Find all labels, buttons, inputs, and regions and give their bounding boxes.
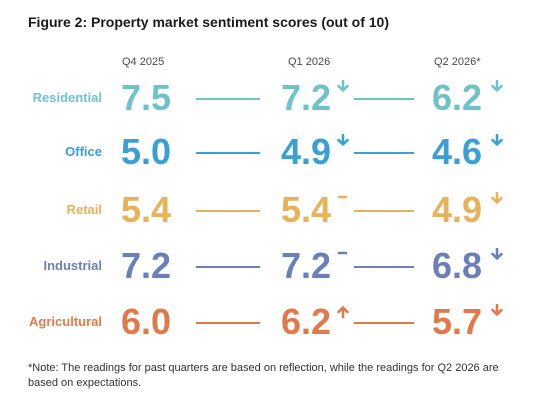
- value-retail-2: 4.9: [432, 189, 483, 230]
- connector-line: [196, 266, 260, 268]
- arrow-down-icon: [490, 247, 504, 262]
- connector-line: [354, 98, 414, 100]
- dash-icon: [336, 248, 350, 262]
- value-retail-1: 5.4: [281, 189, 332, 230]
- arrow-up-icon: [336, 304, 350, 319]
- connector-line: [354, 152, 414, 154]
- arrow-down-icon: [490, 79, 504, 94]
- value-residential-1: 7.2: [281, 77, 332, 118]
- connector-line: [196, 152, 260, 154]
- arrow-down-icon: [490, 303, 504, 318]
- dash-icon: [336, 192, 350, 206]
- row-industrial: Industrial 7.2 7.2 6.8: [0, 244, 536, 294]
- value-industrial-2: 6.8: [432, 245, 483, 286]
- row-office: Office 5.0 4.9 4.6: [0, 130, 536, 180]
- arrow-down-icon: [336, 79, 350, 94]
- connector-line: [196, 98, 260, 100]
- connector-line: [196, 210, 260, 212]
- row-label-agricultural: Agricultural: [29, 314, 102, 329]
- row-retail: Retail 5.4 5.4 4.9: [0, 188, 536, 238]
- column-header-q4-2025: Q4 2025: [122, 56, 165, 68]
- value-agricultural-1: 6.2: [281, 301, 332, 342]
- value-industrial-1: 7.2: [281, 245, 332, 286]
- value-agricultural-0: 6.0: [121, 301, 172, 342]
- row-label-retail: Retail: [66, 202, 102, 217]
- connector-line: [354, 266, 414, 268]
- arrow-down-icon: [490, 133, 504, 148]
- row-label-residential: Residential: [32, 90, 102, 105]
- column-header-q1-2026: Q1 2026: [288, 56, 331, 68]
- row-label-industrial: Industrial: [43, 258, 102, 273]
- chart-title: Figure 2: Property market sentiment scor…: [28, 14, 389, 30]
- value-agricultural-2: 5.7: [432, 301, 483, 342]
- connector-line: [354, 210, 414, 212]
- value-office-2: 4.6: [432, 131, 483, 172]
- value-industrial-0: 7.2: [121, 245, 172, 286]
- value-residential-0: 7.5: [121, 77, 172, 118]
- footnote: *Note: The readings for past quarters ar…: [28, 362, 499, 389]
- column-header-q2-2026: Q2 2026*: [434, 56, 481, 68]
- value-office-0: 5.0: [121, 131, 172, 172]
- arrow-down-icon: [490, 191, 504, 206]
- value-office-1: 4.9: [281, 131, 332, 172]
- value-retail-0: 5.4: [121, 189, 172, 230]
- arrow-down-icon: [336, 133, 350, 148]
- row-label-office: Office: [65, 144, 102, 159]
- connector-line: [354, 322, 414, 324]
- value-residential-2: 6.2: [432, 77, 483, 118]
- connector-line: [196, 322, 260, 324]
- row-residential: Residential 7.5 7.2 6.2: [0, 76, 536, 126]
- row-agricultural: Agricultural 6.0 6.2 5.7: [0, 300, 536, 350]
